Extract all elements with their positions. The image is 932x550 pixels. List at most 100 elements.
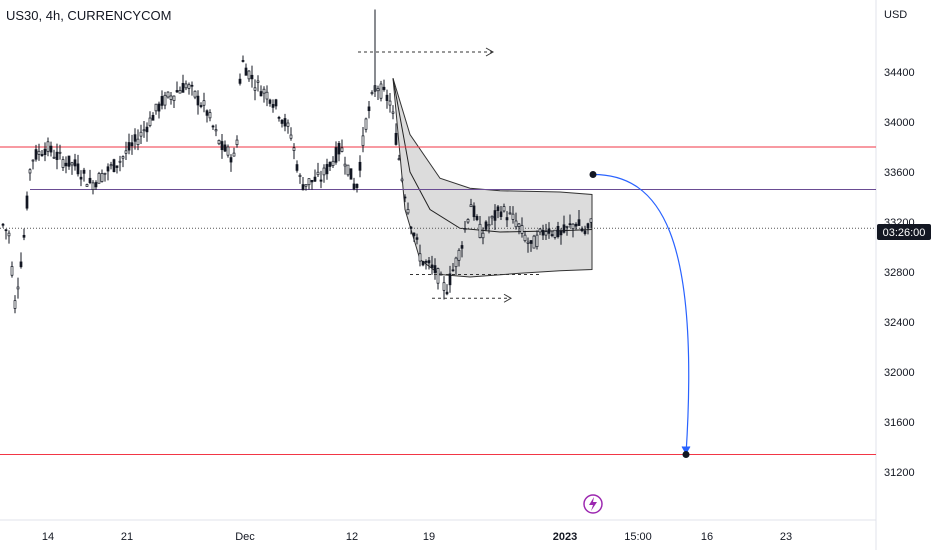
candle xyxy=(370,90,374,96)
time-tick-label: Dec xyxy=(235,531,255,543)
projection-end-dot[interactable] xyxy=(682,451,690,458)
candle xyxy=(151,112,155,121)
candle xyxy=(580,226,584,233)
candle xyxy=(196,90,200,115)
candle xyxy=(421,260,425,267)
candle xyxy=(481,227,485,245)
candle xyxy=(319,170,323,189)
candle xyxy=(559,228,563,245)
candle xyxy=(532,234,536,249)
candle xyxy=(469,198,473,208)
candle xyxy=(511,206,515,224)
currency-label: USD xyxy=(884,9,907,21)
candle xyxy=(322,164,326,183)
candle xyxy=(136,129,140,151)
candle xyxy=(391,105,395,120)
candle xyxy=(445,284,449,296)
candle xyxy=(586,222,590,235)
candle xyxy=(100,169,104,183)
candle xyxy=(286,119,290,134)
candle xyxy=(190,81,194,96)
candle xyxy=(352,177,356,191)
candle xyxy=(283,113,287,132)
candle xyxy=(46,137,50,157)
projection-curve[interactable] xyxy=(592,173,690,455)
candle xyxy=(94,180,98,190)
candle xyxy=(325,158,329,180)
candle xyxy=(316,162,320,177)
candle xyxy=(280,119,284,128)
candle xyxy=(274,98,278,110)
candle xyxy=(61,156,65,172)
candle xyxy=(76,154,80,177)
candle xyxy=(367,101,371,119)
candle xyxy=(43,142,47,162)
candle xyxy=(208,109,212,122)
annotations xyxy=(358,47,691,458)
candle xyxy=(295,160,299,173)
candle xyxy=(214,124,218,137)
candle xyxy=(268,98,272,107)
candle xyxy=(331,156,335,169)
lightning-bolt-icon[interactable] xyxy=(583,494,603,514)
candle xyxy=(340,139,344,153)
candle xyxy=(523,230,527,243)
candle xyxy=(475,214,479,222)
band-midline xyxy=(392,78,593,233)
candle xyxy=(355,183,359,193)
candle xyxy=(277,115,281,122)
candle xyxy=(547,222,551,239)
candlesticks xyxy=(1,9,593,314)
candle xyxy=(298,173,302,184)
time-tick-label: 12 xyxy=(346,531,358,543)
candle xyxy=(211,124,215,131)
candle xyxy=(496,204,500,219)
time-axis[interactable]: 14 21 Dec 12 19 2023 15:00 16 23 xyxy=(42,531,792,543)
candle xyxy=(55,143,59,170)
candle xyxy=(25,191,29,211)
candle xyxy=(346,164,350,177)
candle xyxy=(133,128,137,150)
candle xyxy=(97,171,101,184)
envelope-band xyxy=(392,78,593,278)
candle xyxy=(310,179,314,190)
candle xyxy=(535,230,539,250)
candle xyxy=(376,85,380,100)
candle xyxy=(460,241,464,258)
time-tick-label: 14 xyxy=(42,531,54,543)
candle xyxy=(73,153,77,171)
candle xyxy=(361,127,365,153)
candle xyxy=(103,172,107,182)
price-tick-label: 31600 xyxy=(884,417,915,429)
candle xyxy=(199,102,203,109)
candle xyxy=(256,75,260,92)
candle xyxy=(490,215,494,226)
candle xyxy=(301,177,305,191)
candle xyxy=(52,149,56,159)
candle xyxy=(31,159,35,170)
candle xyxy=(514,212,518,230)
price-tick-label: 31200 xyxy=(884,467,915,479)
candle xyxy=(232,147,236,157)
candle xyxy=(220,133,224,159)
candle xyxy=(64,156,68,174)
candle xyxy=(265,85,269,107)
candle xyxy=(235,135,239,148)
candle xyxy=(472,202,476,221)
candle xyxy=(454,256,458,275)
candle xyxy=(538,228,542,236)
countdown-badge-bg xyxy=(877,224,931,240)
candle xyxy=(70,161,74,175)
candle xyxy=(166,91,170,99)
candle xyxy=(328,161,332,171)
time-tick-label: 15:00 xyxy=(624,531,652,543)
candle xyxy=(505,211,509,227)
candle xyxy=(502,203,506,213)
projection-start-dot[interactable] xyxy=(589,171,597,178)
candle xyxy=(463,221,467,233)
price-axis[interactable]: 3440034000336003320032800324003200031600… xyxy=(884,67,915,479)
candle xyxy=(451,263,455,272)
candle xyxy=(10,261,14,278)
candle xyxy=(382,79,386,92)
